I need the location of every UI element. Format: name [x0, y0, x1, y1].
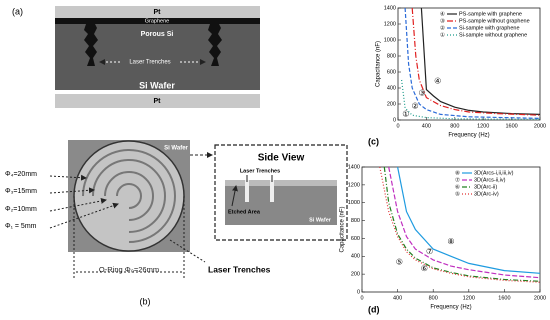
legend-label: 3D(Arc-iv)	[474, 191, 499, 197]
label: O-Ring Φ₀=26mm	[99, 265, 159, 274]
x-axis-label: Frequency (Hz)	[448, 133, 489, 139]
x-axis-label: Frequency (Hz)	[430, 305, 471, 311]
y-tick-label: 1400	[348, 164, 360, 170]
label: Φ₁ = 5mm	[5, 223, 37, 230]
label: Φ₄=20mm	[5, 171, 37, 178]
x-tick-label: 2000	[534, 295, 546, 301]
y-tick-label: 200	[351, 272, 360, 278]
series-line	[383, 166, 541, 282]
y-tick-label: 800	[387, 53, 396, 59]
series-line	[411, 7, 541, 116]
x-tick-label: 800	[429, 295, 438, 301]
x-tick-label: 400	[422, 123, 431, 129]
legend-label: PS-sample with graphene	[459, 11, 522, 17]
legend-label: 3D(Arcs-ii,iv)	[474, 177, 506, 183]
annotation: ④	[434, 77, 441, 86]
x-tick-label: 0	[360, 295, 363, 301]
legend-marker: ③	[440, 17, 445, 24]
legend-marker: ②	[440, 24, 445, 31]
legend-marker: ⑦	[455, 176, 460, 183]
y-tick-label: 1400	[384, 5, 396, 11]
label: Laser Trenches	[208, 264, 271, 274]
series-line	[420, 7, 541, 115]
y-tick-label: 0	[393, 117, 396, 123]
y-tick-label: 1000	[384, 37, 396, 43]
label: Si Wafer	[309, 217, 332, 223]
y-tick-label: 200	[387, 101, 396, 107]
legend-label: Si-sample without graphene	[459, 32, 527, 38]
y-tick-label: 400	[351, 254, 360, 260]
plot-frame	[397, 7, 541, 121]
layer-label: Graphene	[145, 18, 169, 24]
y-tick-label: 1000	[348, 200, 360, 206]
x-tick-label: 400	[393, 295, 402, 301]
layer-label: Si Wafer	[139, 80, 175, 90]
y-tick-label: 400	[387, 85, 396, 91]
diagram-b	[49, 140, 348, 280]
legend-label: Si-sample with graphene	[459, 25, 520, 31]
label: Etched Area	[228, 209, 261, 215]
legend-marker: ④	[440, 10, 445, 17]
series-line	[401, 79, 541, 120]
x-tick-label: 1600	[505, 123, 517, 129]
y-tick-label: 800	[351, 218, 360, 224]
y-tick-label: 0	[357, 289, 360, 295]
series-line	[397, 166, 541, 274]
legend-label: 3D(Arcs-i,ii,iii,iv)	[474, 170, 514, 176]
label: Side View	[258, 153, 305, 164]
x-tick-label: 2000	[534, 123, 546, 129]
legend-label: PS-sample without graphene	[459, 18, 530, 24]
layer-label: Porous Si	[141, 31, 174, 38]
panel-label: (d)	[368, 304, 380, 314]
layer-label: Pt	[154, 98, 162, 105]
annotation: ②	[411, 102, 418, 111]
series-line	[379, 166, 541, 283]
series-line	[388, 166, 541, 279]
annotation: ⑦	[426, 247, 433, 256]
panel-label: (c)	[368, 136, 379, 146]
label: Φ₂=10mm	[5, 206, 37, 213]
plot-frame	[361, 166, 541, 293]
annotation: ⑧	[447, 237, 454, 246]
y-tick-label: 600	[387, 69, 396, 75]
x-tick-label: 1200	[463, 295, 475, 301]
annotation: ①	[402, 110, 409, 119]
legend-marker: ①	[440, 31, 445, 38]
x-tick-label: 800	[450, 123, 459, 129]
legend-marker: ⑥	[455, 183, 460, 190]
x-tick-label: 0	[396, 123, 399, 129]
x-tick-label: 1600	[498, 295, 510, 301]
y-axis-label: Capacitance (nF)	[340, 206, 346, 252]
label: Φ₃=15mm	[5, 188, 37, 195]
layer-label: Pt	[154, 9, 162, 16]
legend-marker: ⑤	[455, 190, 460, 197]
y-axis-label: Capacitance (nF)	[376, 41, 382, 87]
y-tick-label: 1200	[348, 182, 360, 188]
layer-label: Laser Trenches	[129, 60, 170, 66]
y-tick-label: 600	[351, 236, 360, 242]
annotation: ⑤	[396, 258, 403, 267]
series-line	[404, 7, 541, 119]
legend-label: 3D(Arc-ii)	[474, 184, 497, 190]
annotation: ⑥	[421, 264, 428, 273]
diagram-a	[55, 6, 260, 108]
label: Si Wafer	[164, 146, 188, 152]
legend-marker: ⑧	[455, 169, 460, 176]
annotation: ③	[419, 89, 426, 98]
x-tick-label: 1200	[477, 123, 489, 129]
panel-label: (b)	[140, 296, 151, 306]
y-tick-label: 1200	[384, 21, 396, 27]
label: Laser Trenches	[240, 168, 280, 174]
panel-label: (a)	[12, 6, 23, 16]
